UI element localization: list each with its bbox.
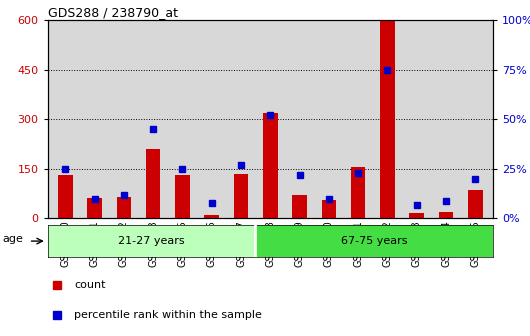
Bar bbox=[58, 175, 73, 218]
Text: 21-27 years: 21-27 years bbox=[118, 236, 185, 246]
Bar bbox=[87, 198, 102, 218]
Text: count: count bbox=[74, 280, 106, 290]
Bar bbox=[146, 149, 161, 218]
Bar bbox=[380, 20, 395, 218]
Bar bbox=[175, 175, 190, 218]
Text: percentile rank within the sample: percentile rank within the sample bbox=[74, 310, 262, 320]
Bar bbox=[468, 190, 483, 218]
Text: 67-75 years: 67-75 years bbox=[341, 236, 408, 246]
Bar bbox=[255, 225, 493, 257]
Bar bbox=[322, 200, 336, 218]
Bar bbox=[292, 195, 307, 218]
Bar bbox=[205, 215, 219, 218]
Bar bbox=[351, 167, 366, 218]
Bar bbox=[439, 212, 453, 218]
Bar bbox=[410, 213, 424, 218]
Bar bbox=[263, 113, 278, 218]
Bar bbox=[48, 225, 255, 257]
Text: GDS288 / 238790_at: GDS288 / 238790_at bbox=[48, 6, 178, 19]
Text: age: age bbox=[2, 235, 23, 245]
Bar bbox=[234, 174, 249, 218]
Bar bbox=[117, 197, 131, 218]
